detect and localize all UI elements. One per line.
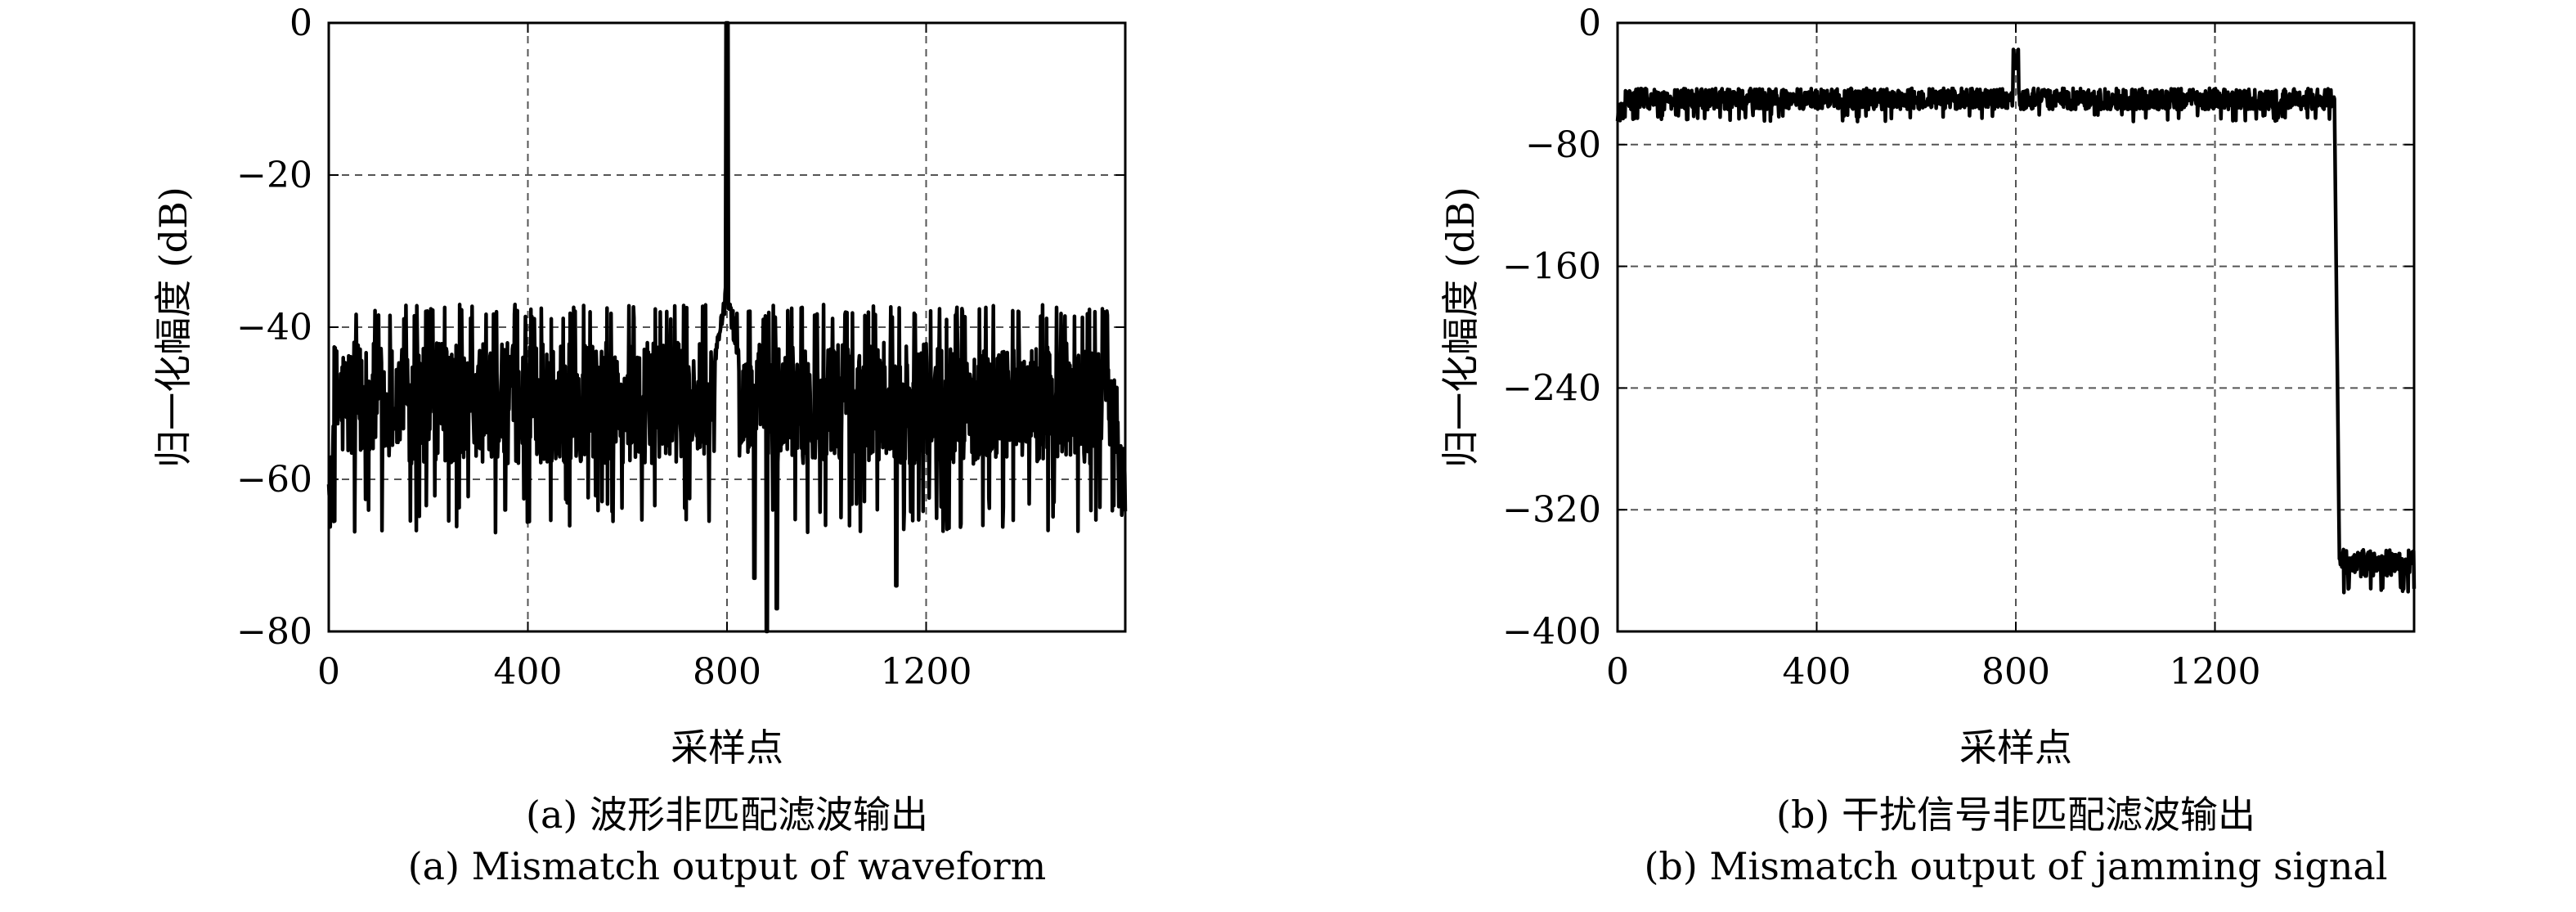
y-axis-label: 归一化幅度 (dB) — [1438, 186, 1483, 468]
y-tick-label: −320 — [1502, 489, 1601, 531]
caption-en: (a) Mismatch output of waveform — [408, 844, 1047, 888]
x-tick-label: 1200 — [2170, 651, 2261, 693]
x-tick-label: 400 — [494, 651, 563, 693]
chart-a: 0 400 800 1200 0 −20 −40 −60 −80 采样点 归一化幅度 (dB) (a)… — [151, 2, 1128, 888]
y-tick-label: −80 — [1525, 124, 1601, 166]
x-tick-label: 1200 — [881, 651, 972, 693]
y-tick-label: 0 — [289, 2, 312, 44]
x-tick-label: 400 — [1783, 651, 1851, 693]
caption-en: (b) Mismatch output of jamming signal — [1644, 844, 2387, 888]
caption-cn: (b) 干扰信号非匹配滤波输出 — [1776, 793, 2255, 837]
y-tick-label: −60 — [236, 459, 312, 501]
chart-b: 0 400 800 1200 0 −80 −160 −240 −320 −400 采样点 归一化幅度 … — [1438, 2, 2417, 888]
x-axis-label: 采样点 — [671, 726, 783, 770]
x-tick-label: 0 — [317, 651, 340, 693]
y-tick-label: −20 — [236, 155, 312, 196]
x-tick-label: 800 — [1981, 651, 2050, 693]
x-axis-label: 采样点 — [1959, 726, 2072, 770]
y-tick-label: −400 — [1502, 611, 1601, 653]
caption-cn: (a) 波形非匹配滤波输出 — [526, 793, 928, 837]
x-tick-label: 0 — [1606, 651, 1629, 693]
series-line — [1615, 47, 2417, 595]
y-tick-label: −160 — [1502, 246, 1601, 288]
y-tick-label: −80 — [236, 611, 312, 653]
y-tick-label: 0 — [1578, 2, 1601, 44]
y-axis-label: 归一化幅度 (dB) — [151, 186, 195, 468]
y-tick-label: −40 — [236, 307, 312, 348]
y-tick-label: −240 — [1502, 367, 1601, 409]
x-tick-label: 800 — [693, 651, 761, 693]
